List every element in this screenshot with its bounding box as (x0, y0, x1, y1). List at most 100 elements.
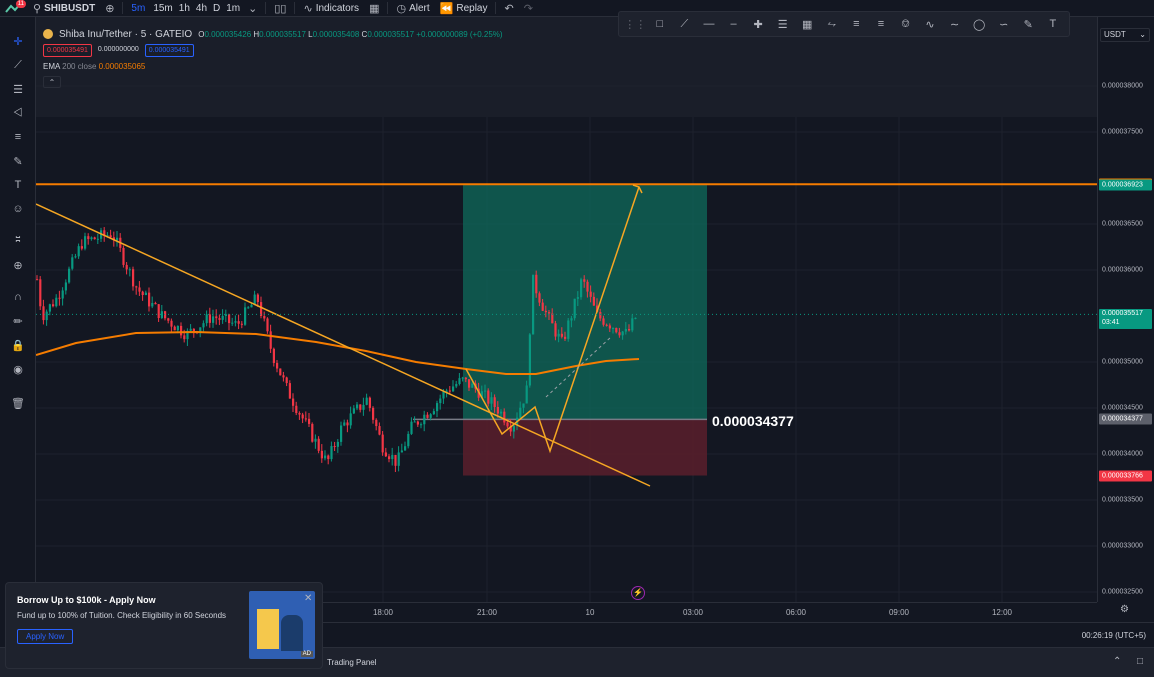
circle-tool[interactable]: ◯ (967, 13, 992, 35)
candle-body (301, 414, 304, 419)
currency-select[interactable]: USDT ⌄ (1100, 28, 1150, 42)
fan-tool[interactable]: ⥊ (820, 13, 845, 35)
interval-4h[interactable]: 4h (195, 2, 208, 14)
sell-price-box[interactable]: 0.000035491 (43, 44, 92, 57)
ad-close-button[interactable]: ✕ (304, 593, 312, 604)
remove-tool[interactable]: 🗑 (7, 393, 29, 413)
cross-line-tool[interactable]: ✚ (746, 13, 771, 35)
candle-body (426, 414, 429, 418)
price-tick-label: 0.000034000 (1102, 450, 1143, 458)
zoom-tool[interactable]: ⊕ (7, 255, 29, 275)
price-tick-label: 0.000037500 (1102, 128, 1143, 136)
emoji-tool[interactable]: ☺ (7, 199, 29, 219)
top-toolbar: 11 ⚲ SHIBUSDT ⊕ 5m 15m 1h 4h D 1m ⌄ ▯▯ ∿… (0, 0, 1154, 17)
candle-body (135, 286, 138, 288)
redo-button[interactable]: ↷ (519, 0, 538, 17)
legend-title[interactable]: Shiba Inu/Tether · 5 · GATEIO (59, 28, 193, 40)
currency-label: USDT (1104, 30, 1126, 39)
pattern-tool[interactable]: ⨞ (7, 103, 29, 123)
chevron-up-icon[interactable]: ⌃ (1113, 656, 1122, 667)
clock[interactable]: 00:26:19 (UTC+5) (1081, 631, 1146, 640)
price-tick-label: 0.000035000 (1102, 358, 1143, 366)
rectangle-tool[interactable]: □ (648, 13, 673, 35)
candle-body (39, 279, 42, 307)
fib-tool[interactable]: ☰ (7, 79, 29, 99)
candle-body (580, 279, 583, 298)
drag-handle[interactable]: ⋮⋮ (623, 13, 648, 35)
ad-title: Borrow Up to $100k - Apply Now (17, 595, 156, 605)
candle-body (589, 291, 592, 297)
text-tool[interactable]: T (7, 175, 29, 195)
extended-line-tool[interactable]: – (721, 13, 746, 35)
drawings[interactable] (36, 184, 1097, 487)
candle-body (269, 331, 272, 349)
user-avatar[interactable]: 11 (0, 0, 28, 17)
price-tick-label: 0.000036500 (1102, 220, 1143, 228)
lightning-icon[interactable]: ⚡ (631, 586, 645, 600)
fib-extension-tool[interactable]: ≡ (869, 13, 894, 35)
text-tool-2[interactable]: T (1041, 13, 1066, 35)
chart-type-button[interactable]: ▯▯ (269, 0, 291, 17)
trendline (36, 203, 651, 487)
candle-body (295, 405, 298, 414)
divider (122, 2, 124, 14)
fib-retracement-tool[interactable]: ≡ (844, 13, 869, 35)
candle-body (410, 421, 413, 434)
crosshair-tool[interactable]: ✛ (7, 31, 29, 51)
lock-tool[interactable]: 🔒 (7, 335, 29, 355)
layouts-button[interactable]: ▦ (364, 0, 384, 17)
undo-button[interactable]: ↶ (499, 0, 518, 17)
interval-5m[interactable]: 5m (131, 2, 146, 14)
compare-button[interactable]: ⊕ (100, 0, 119, 17)
trading-panel-label[interactable]: Trading Panel (327, 658, 377, 667)
candle-body (48, 304, 51, 312)
maximize-icon[interactable]: □ (1137, 656, 1144, 667)
interval-d[interactable]: D (213, 2, 221, 14)
ad-banner[interactable]: Borrow Up to $100k - Apply Now Fund up t… (5, 582, 323, 669)
ruler-icon: ⎶ (15, 234, 21, 247)
indicators-button[interactable]: ∿ Indicators (298, 0, 364, 17)
interval-1h[interactable]: 1h (178, 2, 190, 14)
trendline-tool[interactable]: ⟋ (7, 55, 29, 75)
replay-button[interactable]: ⏪ Replay (435, 0, 493, 17)
interval-1m[interactable]: 1m (226, 2, 241, 14)
brush-tool[interactable]: ✎ (7, 151, 29, 171)
symbol-search[interactable]: ⚲ SHIBUSDT (28, 0, 100, 17)
measure-tool[interactable]: ⎶ (7, 231, 29, 251)
hide-tool[interactable]: ◉ (7, 359, 29, 379)
candle-body (432, 411, 435, 415)
alert-button[interactable]: ◷ Alert (391, 0, 434, 17)
brush-tool-2[interactable]: ✎ (1016, 13, 1041, 35)
interval-15m[interactable]: 15m (153, 2, 173, 14)
price-axis[interactable]: USDT ⌄ 0.000038000 0.000037500 0.000036500… (1097, 17, 1154, 615)
smiley-icon: ☺ (12, 203, 24, 215)
buy-price-box[interactable]: 0.000035491 (144, 44, 194, 57)
extended-line-icon: – (730, 18, 737, 30)
ema-legend[interactable]: EMA 200 close 0.000035065 (43, 62, 503, 71)
candle-body (231, 322, 234, 324)
xabcd-tool[interactable]: ∿ (918, 13, 943, 35)
magnet-tool[interactable]: ∩ (7, 287, 29, 307)
trendline-icon: ⟋ (14, 58, 22, 71)
grid-tool[interactable]: ▦ (795, 13, 820, 35)
candle-body (567, 320, 570, 339)
interval-dropdown[interactable]: ⌄ (243, 0, 262, 17)
ray-tool[interactable]: — (697, 13, 722, 35)
pitchfork-tool[interactable]: ⎊ (893, 13, 918, 35)
candle-body (455, 384, 458, 387)
parallel-channel-tool[interactable]: ☰ (770, 13, 795, 35)
stay-drawing-tool[interactable]: ✏ (7, 311, 29, 331)
apply-now-button[interactable]: Apply Now (17, 629, 74, 644)
chart-pane[interactable]: 0.000034377 ⚡ (36, 17, 1097, 602)
candle-body (464, 377, 467, 380)
candle-body (116, 237, 119, 241)
line-tool[interactable]: ⟋ (672, 13, 697, 35)
elliott-wave-tool[interactable]: ∼ (942, 13, 967, 35)
axis-settings-button[interactable]: ⚙ (1120, 604, 1129, 615)
prediction-tool[interactable]: ≡ (7, 127, 29, 147)
curve-tool[interactable]: ∽ (991, 13, 1016, 35)
candle-body (544, 310, 547, 313)
ad-image[interactable]: AD (249, 591, 315, 659)
long-position-tool[interactable] (36, 183, 1097, 476)
legend-collapse-button[interactable]: ⌃ (43, 76, 61, 88)
